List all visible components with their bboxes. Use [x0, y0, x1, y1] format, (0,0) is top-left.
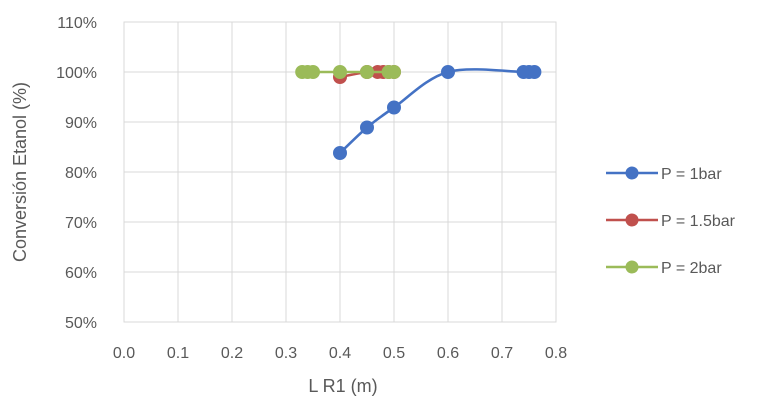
legend-marker: [625, 213, 639, 227]
plot-area: [123, 21, 557, 323]
legend: P = 1bar P = 1.5bar P = 2bar: [606, 166, 736, 277]
data-point: [306, 65, 320, 79]
legend-label: P = 1.5bar: [661, 213, 736, 230]
y-axis-ticks: 50% 60% 70% 80% 90% 100% 110%: [56, 15, 97, 332]
y-tick-label: 70%: [65, 215, 97, 232]
x-tick-label: 0.7: [491, 345, 513, 362]
legend-label: P = 1bar: [661, 166, 722, 183]
y-tick-label: 110%: [57, 15, 97, 32]
legend-marker: [625, 166, 639, 180]
data-point: [527, 65, 542, 79]
y-tick-label: 100%: [56, 65, 97, 82]
y-tick-label: 60%: [65, 265, 97, 282]
x-tick-label: 0.6: [437, 345, 459, 362]
y-tick-label: 50%: [65, 315, 97, 332]
y-tick-label: 90%: [65, 115, 97, 132]
legend-item: P = 1.5bar: [606, 213, 736, 230]
data-point: [387, 100, 401, 115]
legend-item: P = 2bar: [606, 260, 722, 277]
series-layer: [295, 65, 542, 160]
x-axis-ticks: 0.0 0.1 0.2 0.3 0.4 0.5 0.6 0.7 0.8: [113, 345, 567, 362]
x-tick-label: 0.5: [383, 345, 405, 362]
data-point: [333, 146, 347, 160]
plot-border: [123, 21, 557, 323]
x-tick-label: 0.8: [545, 345, 567, 362]
data-point: [360, 65, 374, 79]
series-3: [295, 65, 401, 79]
x-tick-label: 0.0: [113, 345, 135, 362]
series-1: [333, 65, 542, 160]
x-tick-label: 0.4: [329, 345, 351, 362]
data-point: [333, 65, 347, 79]
data-point: [360, 120, 374, 135]
legend-label: P = 2bar: [661, 260, 722, 277]
x-tick-label: 0.3: [275, 345, 297, 362]
y-axis-title: Conversión Etanol (%): [10, 82, 30, 262]
legend-marker: [625, 260, 639, 274]
x-tick-label: 0.1: [167, 345, 189, 362]
x-tick-label: 0.2: [221, 345, 243, 362]
x-axis-title: L R1 (m): [308, 376, 377, 396]
data-point: [441, 65, 455, 79]
y-tick-label: 80%: [65, 165, 97, 182]
data-point: [387, 65, 401, 79]
legend-item: P = 1bar: [606, 166, 722, 183]
series-line: [338, 68, 536, 155]
